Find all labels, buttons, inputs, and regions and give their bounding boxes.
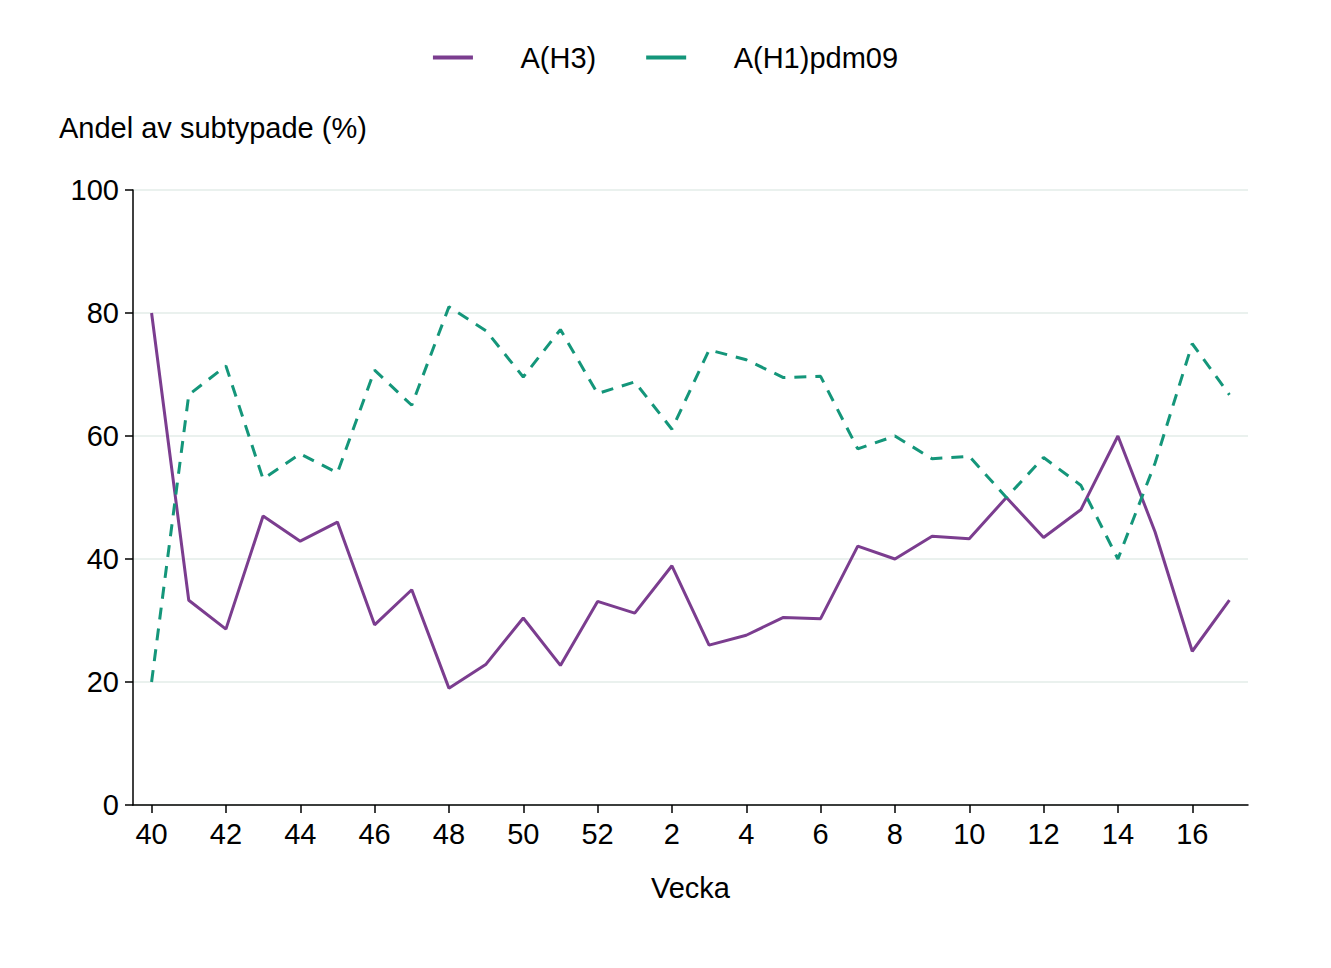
svg-text:2: 2 (664, 818, 680, 850)
svg-text:40: 40 (135, 818, 167, 850)
svg-text:4: 4 (738, 818, 754, 850)
svg-text:0: 0 (103, 789, 119, 821)
svg-text:A(H1)pdm09: A(H1)pdm09 (734, 42, 898, 74)
svg-text:42: 42 (210, 818, 242, 850)
svg-text:A(H3): A(H3) (520, 42, 596, 74)
svg-text:50: 50 (507, 818, 539, 850)
svg-text:44: 44 (284, 818, 316, 850)
svg-text:Vecka: Vecka (651, 872, 731, 904)
svg-text:10: 10 (953, 818, 985, 850)
svg-text:8: 8 (887, 818, 903, 850)
svg-text:12: 12 (1027, 818, 1059, 850)
svg-text:6: 6 (813, 818, 829, 850)
svg-text:52: 52 (581, 818, 613, 850)
svg-text:60: 60 (87, 420, 119, 452)
svg-text:46: 46 (358, 818, 390, 850)
svg-text:100: 100 (71, 174, 119, 206)
svg-text:80: 80 (87, 297, 119, 329)
svg-text:16: 16 (1176, 818, 1208, 850)
svg-text:14: 14 (1102, 818, 1134, 850)
svg-text:20: 20 (87, 666, 119, 698)
svg-text:48: 48 (433, 818, 465, 850)
svg-text:Andel av subtypade (%): Andel av subtypade (%) (59, 112, 367, 144)
svg-text:40: 40 (87, 543, 119, 575)
